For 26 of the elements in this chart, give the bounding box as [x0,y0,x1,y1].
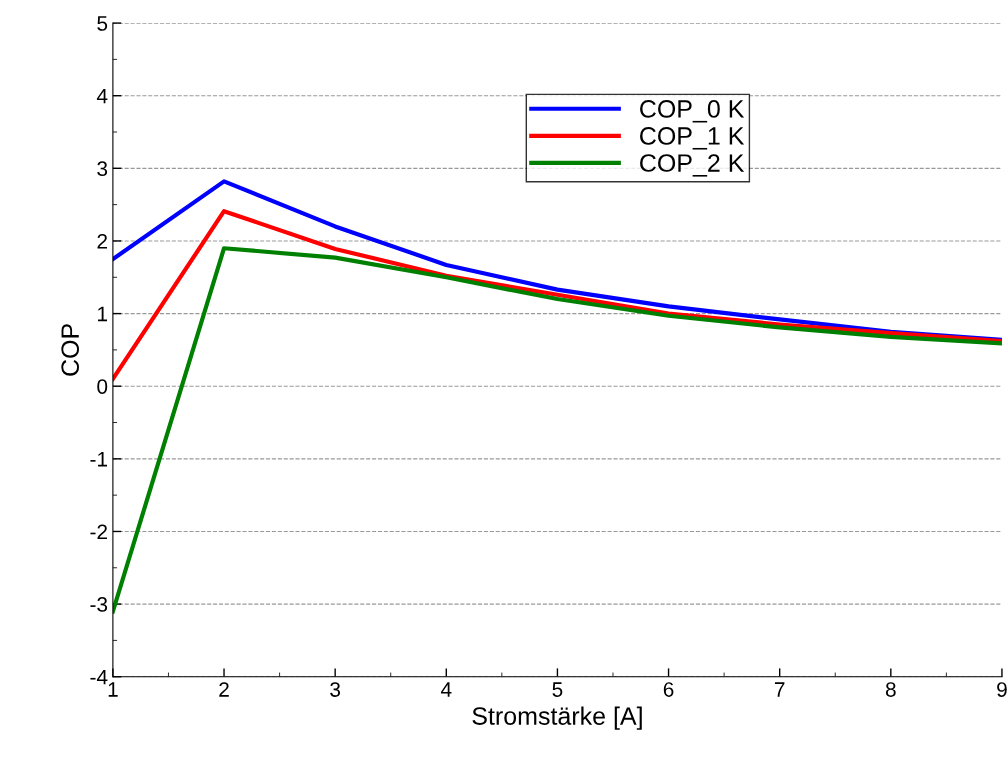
y-tick-label: -2 [90,524,107,540]
x-tick-label: 1 [108,682,118,697]
x-tick-label: 8 [885,682,896,697]
y-tick-label: -1 [90,452,108,467]
x-tick-label: 3 [330,682,341,697]
line-series [112,246,1002,614]
y-axis-title: COP [61,324,80,376]
x-tick-label: 4 [440,682,452,697]
y-tick-label: 4 [96,88,108,104]
x-tick-label: 5 [552,682,563,697]
y-tick-label: 3 [97,161,108,177]
y-tick-label: 2 [97,233,107,249]
y-tick-label: 1 [98,306,108,322]
x-tick-label: 7 [774,682,785,697]
y-tick-label: 0 [97,379,108,394]
legend-label: COP_1 K [640,127,745,150]
y-tick-label: -4 [90,669,108,685]
line-series [112,209,1002,382]
y-tick-label: -3 [90,597,108,612]
y-tick-label: 5 [97,16,108,31]
x-tick-label: 2 [219,682,229,697]
legend-label: COP_0 K [640,100,745,123]
legend-label: COP_2 K [640,154,745,177]
x-axis-title: Stromstärke [A] [472,706,642,730]
x-tick-label: 9 [997,682,1007,697]
x-tick-label: 6 [663,682,674,697]
